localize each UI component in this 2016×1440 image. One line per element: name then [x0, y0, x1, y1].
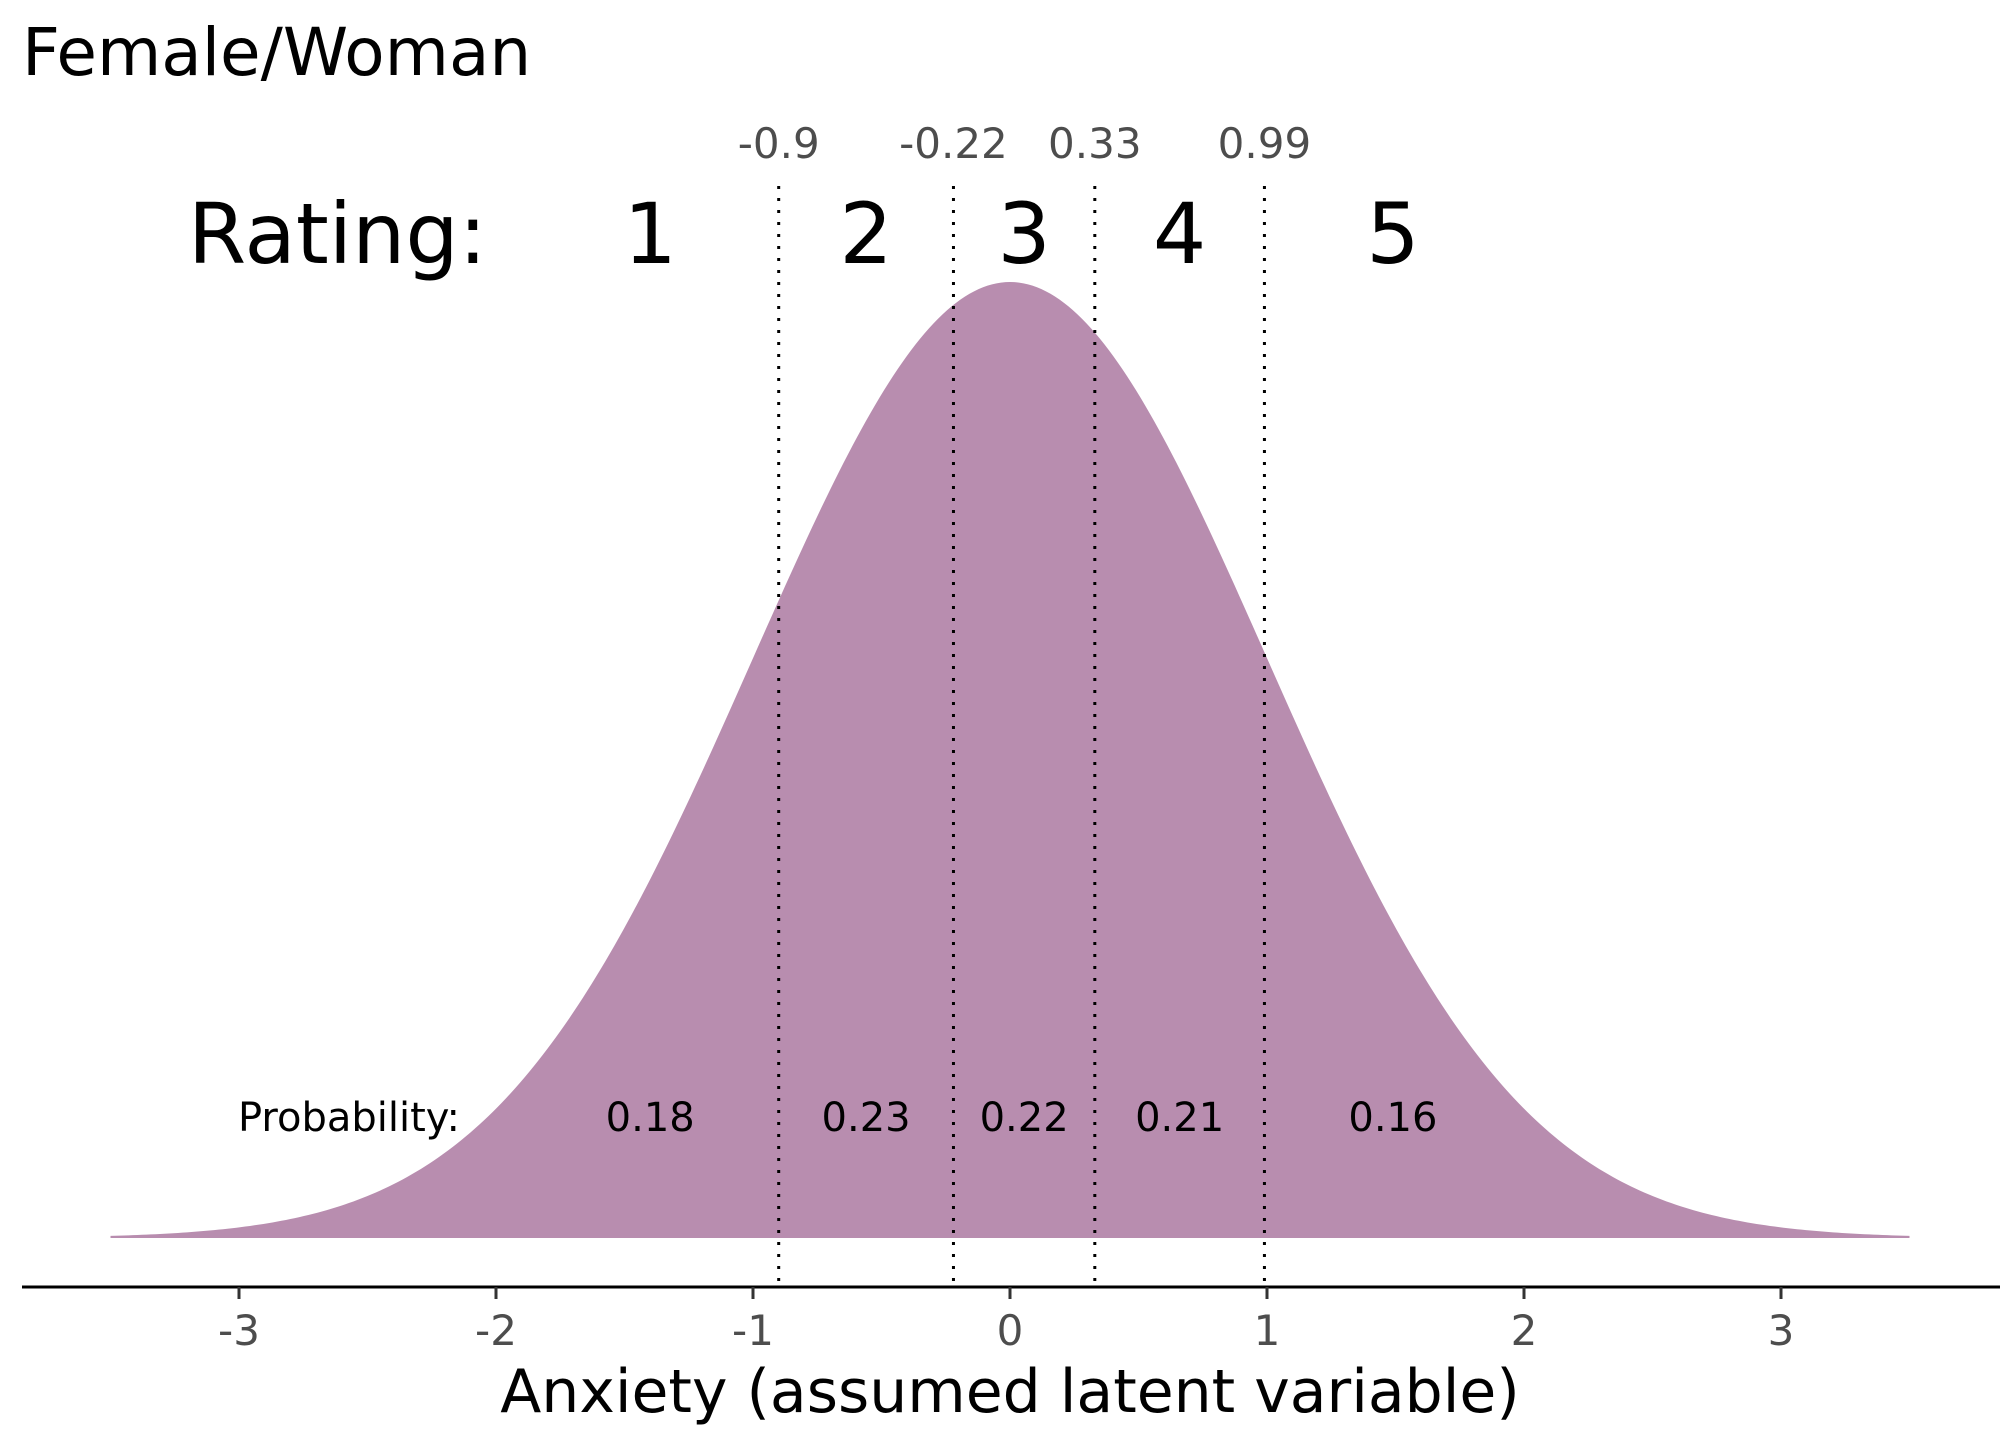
probability-value: 0.18	[606, 1095, 695, 1141]
x-tick-label: 2	[1511, 1306, 1538, 1355]
probability-label: Probability:	[238, 1095, 460, 1141]
thresholds: -0.9 -0.22 0.33 0.99	[738, 119, 1311, 1287]
x-tick-label: -1	[732, 1306, 774, 1355]
x-tick-label: 1	[1254, 1306, 1281, 1355]
threshold-label: 0.99	[1218, 119, 1312, 168]
probability-labels: 0.18 0.23 0.22 0.21 0.16	[606, 1095, 1438, 1141]
category-label: 4	[1153, 185, 1206, 283]
x-axis-title: Anxiety (assumed latent variable)	[500, 1357, 1519, 1427]
density-area	[110, 282, 1910, 1238]
probability-value: 0.22	[980, 1095, 1069, 1141]
x-tick-label: 3	[1768, 1306, 1795, 1355]
category-label: 2	[839, 185, 892, 283]
probability-value: 0.23	[822, 1095, 911, 1141]
probability-value: 0.16	[1348, 1095, 1437, 1141]
category-label: 5	[1366, 185, 1419, 283]
threshold-label: 0.33	[1048, 119, 1142, 168]
threshold-label: -0.9	[738, 119, 820, 168]
x-tick-label: -3	[218, 1306, 260, 1355]
threshold-label: -0.22	[899, 119, 1008, 168]
x-axis-ticks: -3 -2 -1 0 1 2 3	[218, 1287, 1794, 1355]
probability-value: 0.21	[1135, 1095, 1224, 1141]
rating-label: Rating:	[188, 185, 487, 283]
x-tick-label: 0	[997, 1306, 1024, 1355]
category-label: 1	[623, 185, 676, 283]
category-label: 3	[997, 185, 1050, 283]
x-tick-label: -2	[475, 1306, 517, 1355]
chart-title: Female/Woman	[22, 14, 531, 91]
category-labels: 1 2 3 4 5	[623, 185, 1419, 283]
